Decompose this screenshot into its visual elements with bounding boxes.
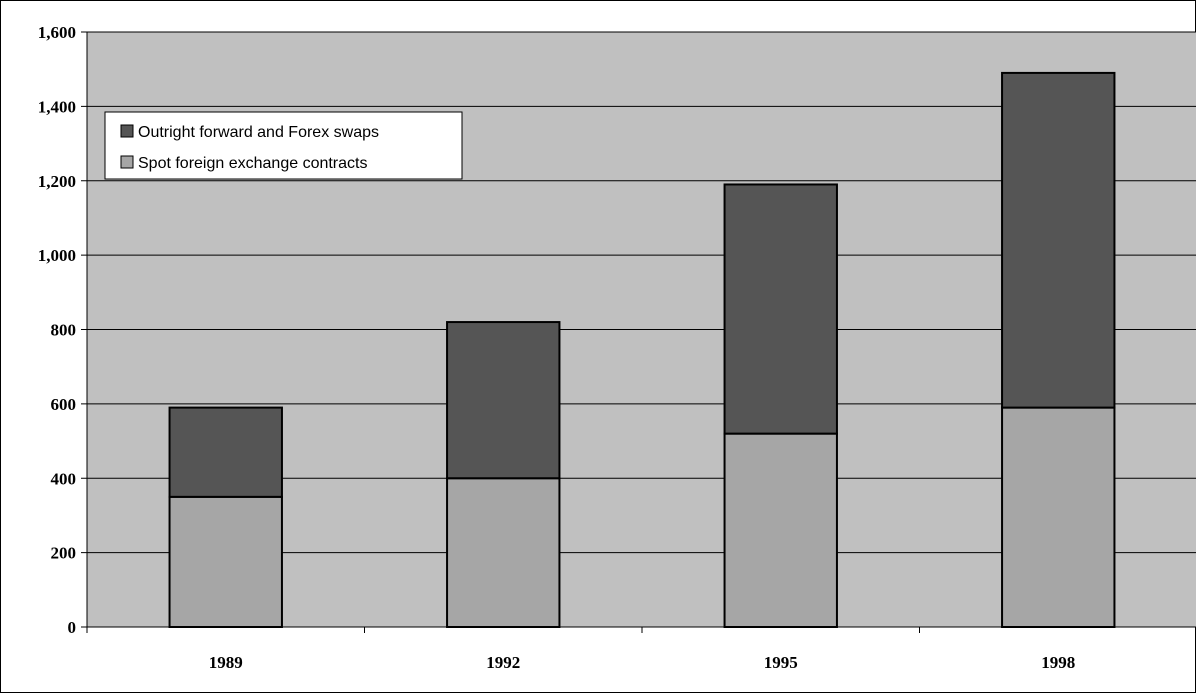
y-tick-label: 1,600 [38,23,76,42]
bars [168,71,1116,628]
y-tick-label: 0 [68,618,77,637]
bar-segment [1001,406,1116,628]
legend-swatch [120,124,134,138]
bar-segment [168,495,283,628]
y-axis: 0 200 400 600 800 1,000 1,200 1,400 1,600 [38,23,88,637]
y-tick-label: 200 [51,544,77,563]
y-tick-label: 1,200 [38,172,76,191]
bar-segment [446,321,561,480]
bar-segment [1001,71,1116,409]
x-tick-label: 1992 [486,653,520,672]
bar-segment [723,183,838,435]
legend-box [104,111,463,180]
y-tick-label: 1,400 [38,97,76,116]
y-tick-label: 1,000 [38,246,76,265]
legend: Outright forward and Forex swaps Spot for… [104,111,463,180]
legend-label: Outright forward and Forex swaps [138,124,379,141]
bar-segment [446,477,561,628]
x-tick-label: 1995 [764,653,798,672]
bar-segment [723,432,838,628]
bar-segment [168,406,283,498]
x-axis: 1989 1992 1995 1998 [86,626,1196,672]
x-tick-label: 1998 [1041,653,1075,672]
y-tick-label: 800 [51,321,77,340]
legend-swatch [120,155,134,169]
y-tick-label: 600 [51,395,77,414]
legend-label: Spot foreign exchange contracts [138,155,367,172]
x-tick-label: 1989 [209,653,243,672]
y-tick-label: 400 [51,469,77,488]
